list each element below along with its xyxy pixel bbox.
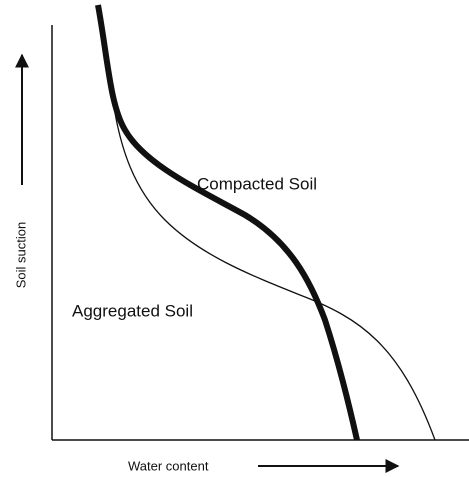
aggregated-curve xyxy=(112,99,436,441)
compacted-label: Compacted Soil xyxy=(197,174,317,193)
y-axis-label: Soil suction xyxy=(13,222,28,288)
aggregated-label: Aggregated Soil xyxy=(72,301,193,320)
compacted-curve xyxy=(95,4,360,441)
x-axis-label: Water content xyxy=(128,458,209,473)
